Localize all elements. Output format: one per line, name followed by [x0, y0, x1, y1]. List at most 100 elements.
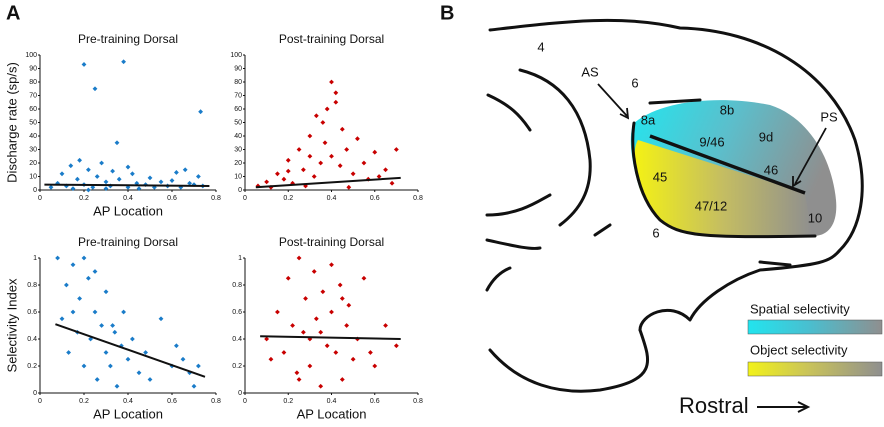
panel-label: A [6, 2, 20, 24]
x-axis-label: AP Location [93, 203, 163, 218]
point [99, 323, 104, 328]
point [307, 133, 313, 139]
point [187, 370, 192, 376]
region-edge [631, 121, 817, 239]
point [77, 157, 82, 163]
y-tick-label: 0.6 [27, 309, 37, 316]
y-tick-label: 10 [29, 173, 37, 180]
y-tick-label: 0 [238, 187, 242, 194]
x-axis-label: AP Location [93, 406, 163, 421]
fit-line [44, 183, 210, 187]
point [86, 187, 91, 193]
point [59, 171, 65, 177]
point [344, 147, 350, 152]
direction-arrow [757, 401, 811, 413]
x-tick-label: 0.2 [79, 195, 89, 202]
y-tick-label: 50 [234, 119, 242, 126]
area-label: 8b [720, 102, 734, 117]
point [389, 180, 395, 186]
point [125, 356, 131, 362]
point [64, 183, 69, 189]
point [147, 377, 153, 382]
point [318, 160, 324, 166]
point [350, 171, 356, 177]
point [383, 167, 388, 173]
point [344, 323, 350, 328]
point [94, 174, 100, 179]
chart-title: Pre-training Dorsal [78, 32, 178, 46]
point [86, 167, 91, 173]
x-tick-label: 0.6 [167, 398, 177, 405]
y-tick-label: 0 [33, 390, 37, 397]
point [103, 289, 109, 295]
point [187, 180, 192, 186]
legend-bar-spatial [747, 319, 883, 335]
point [290, 323, 295, 328]
arrow-ps [792, 127, 827, 188]
point [180, 356, 186, 362]
sulcus [648, 98, 702, 105]
point [88, 336, 93, 342]
point [318, 329, 324, 335]
point [311, 269, 317, 274]
point [70, 262, 76, 268]
y-tick-label: 1 [33, 255, 37, 262]
point [285, 168, 291, 174]
x-tick-label: 0.4 [327, 195, 337, 202]
point [303, 296, 308, 301]
point [114, 140, 120, 146]
point [324, 343, 330, 349]
point [196, 174, 201, 179]
y-tick-label: 30 [29, 146, 37, 153]
area-label: 4 [537, 39, 544, 54]
point [121, 309, 126, 315]
point [81, 62, 87, 67]
x-tick-label: 0.4 [123, 195, 133, 202]
y-tick-label: 70 [29, 92, 37, 99]
point [119, 343, 124, 349]
sulcus [593, 223, 612, 237]
area-label: 47/12 [695, 198, 728, 213]
point [48, 184, 54, 190]
y-tick-label: 0.8 [27, 282, 37, 289]
point [329, 309, 334, 315]
point [125, 184, 131, 190]
y-axis-label: Discharge rate (sp/s) [4, 62, 19, 183]
y-tick-label: 40 [234, 133, 242, 140]
point [300, 329, 306, 335]
point [77, 296, 82, 301]
x-tick-label: 0.6 [167, 195, 177, 202]
point [59, 316, 65, 322]
point [275, 171, 280, 177]
sulcus [485, 266, 512, 292]
point [346, 184, 352, 190]
sulcus [758, 260, 792, 267]
y-tick-label: 10 [234, 173, 242, 180]
point [393, 147, 399, 152]
point [64, 282, 69, 288]
point [90, 184, 96, 190]
point [350, 356, 356, 362]
x-tick-label: 0 [38, 195, 42, 202]
x-tick-label: 0.2 [79, 398, 89, 405]
point [103, 350, 109, 355]
y-axis-label: Selectivity Index [4, 278, 19, 372]
chart-title: Post-training Dorsal [279, 32, 384, 46]
point [296, 255, 302, 261]
point [361, 160, 367, 166]
y-tick-label: 0 [238, 390, 242, 397]
y-tick-label: 80 [234, 79, 242, 86]
point [294, 370, 300, 376]
legend-label: Object selectivity [750, 342, 848, 357]
x-tick-label: 0.4 [327, 398, 337, 405]
point [376, 174, 382, 179]
point [361, 275, 367, 281]
x-tick-label: 0 [38, 398, 42, 405]
chart-title: Post-training Dorsal [279, 235, 384, 249]
sulcus [486, 93, 532, 132]
point [372, 149, 378, 155]
sulcus [518, 68, 592, 227]
y-tick-label: 0 [33, 187, 37, 194]
point [81, 255, 87, 261]
